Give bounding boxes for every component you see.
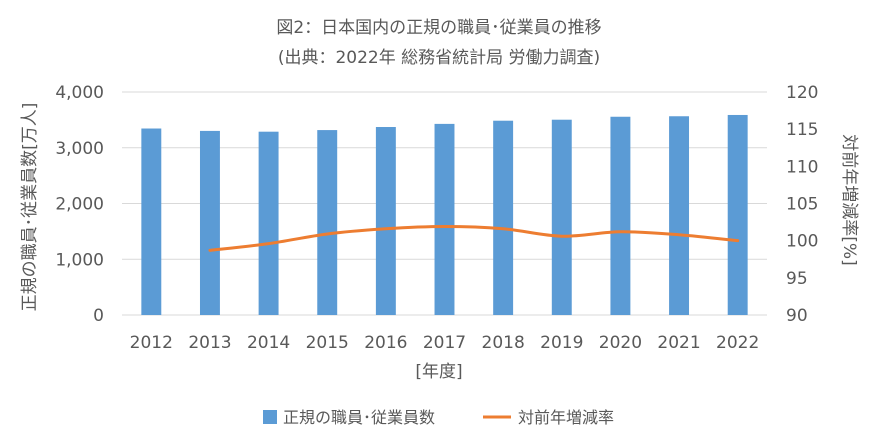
x-tick-label: 2014: [247, 333, 290, 353]
growth-rate-line: [208, 225, 740, 252]
left-tick-label: 0: [93, 306, 104, 326]
x-axis-ticks: 2012 2013 2014 2015 2016 2017 2018 2019 2020 2021…: [130, 333, 760, 353]
right-axis-label: 対前年増減率[%]: [839, 134, 859, 265]
x-tick-label: 2017: [423, 333, 466, 353]
legend: 正規の職員･従業員数 対前年増減率: [263, 408, 614, 427]
bar: [141, 128, 162, 315]
right-axis-ticks: 90 95 100 105 110 115 120: [786, 83, 818, 326]
left-tick-label: 4,000: [55, 83, 104, 103]
right-tick-label: 115: [786, 120, 818, 140]
right-tick-label: 120: [786, 83, 818, 103]
bar: [669, 116, 690, 315]
right-tick-label: 100: [786, 232, 818, 252]
chart-title: 図2：日本国内の正規の職員･従業員の推移: [276, 18, 601, 38]
x-tick-label: 2015: [306, 333, 349, 353]
x-axis-label: [年度]: [415, 362, 462, 382]
bar: [551, 119, 572, 315]
legend-bar-swatch: [263, 410, 277, 424]
right-tick-label: 110: [786, 157, 818, 177]
bar-series: [141, 114, 748, 316]
right-tick-label: 90: [786, 306, 808, 326]
right-tick-label: 95: [786, 269, 808, 289]
legend-line-label: 対前年増減率: [518, 408, 614, 427]
left-tick-label: 2,000: [55, 195, 104, 215]
bar: [375, 127, 396, 315]
chart-subtitle: (出典：2022年 総務省統計局 労働力調査): [278, 48, 600, 68]
bar: [610, 116, 631, 316]
x-tick-label: 2013: [188, 333, 231, 353]
right-tick-label: 105: [786, 195, 818, 215]
x-tick-label: 2012: [130, 333, 173, 353]
bar: [199, 130, 220, 315]
left-tick-label: 3,000: [55, 139, 104, 159]
bar: [493, 120, 514, 316]
line-series: [208, 225, 740, 252]
bar: [434, 123, 455, 315]
left-axis-label: 正規の職員･従業員数[万人]: [20, 103, 40, 312]
x-tick-label: 2019: [540, 333, 583, 353]
x-tick-label: 2022: [716, 333, 759, 353]
left-axis-ticks: 0 1,000 2,000 3,000 4,000: [55, 83, 104, 326]
x-tick-label: 2021: [657, 333, 700, 353]
legend-bar-label: 正規の職員･従業員数: [283, 408, 435, 427]
left-tick-label: 1,000: [55, 250, 104, 270]
bar: [258, 131, 279, 315]
x-tick-label: 2018: [482, 333, 525, 353]
x-tick-label: 2020: [599, 333, 642, 353]
x-tick-label: 2016: [364, 333, 407, 353]
bar: [727, 114, 748, 316]
bar: [317, 130, 338, 315]
